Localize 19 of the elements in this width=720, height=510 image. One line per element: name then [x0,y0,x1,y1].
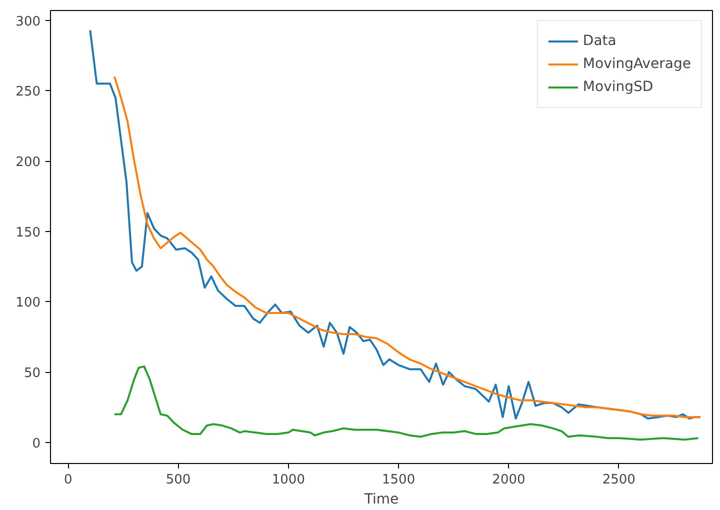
legend-label: MovingAverage [582,56,691,72]
line-series [113,365,700,441]
y-tick-label: 250 [16,84,41,100]
y-tick-label: 200 [16,155,41,170]
line-series [113,76,702,418]
x-tick-label: 2500 [602,472,636,488]
y-tick-label: 50 [24,366,41,382]
x-tick-label: 1000 [272,472,305,488]
legend-label: Data [582,33,616,49]
y-tick-label: 150 [16,225,41,240]
legend-label: MovingSD [582,79,654,95]
x-axis-title: Time [363,492,399,508]
y-tick-label: 300 [16,14,41,30]
x-tick-label: 500 [166,472,191,488]
y-tick-label: 0 [32,436,41,452]
x-tick-label: 2000 [492,472,526,488]
x-tick-label: 0 [64,472,72,488]
y-tick-label: 100 [16,296,41,311]
x-tick-label: 1500 [382,472,416,488]
